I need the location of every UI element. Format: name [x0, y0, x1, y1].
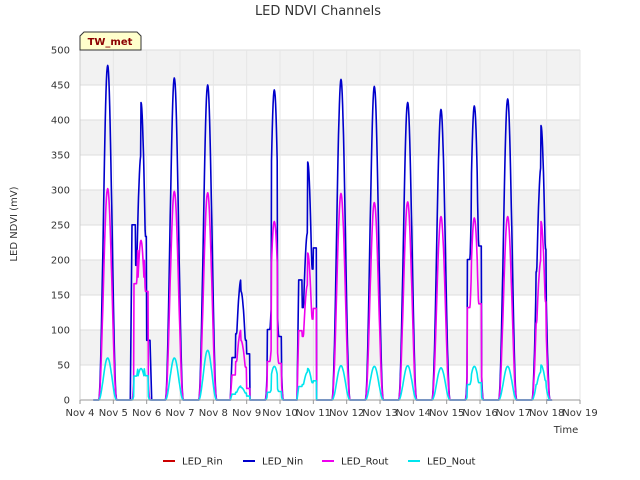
- x-tick-label: Nov 7: [165, 408, 194, 419]
- x-tick-label: Nov 16: [462, 408, 497, 419]
- site-label-box: TW_met: [79, 31, 142, 51]
- y-tick-label: 150: [51, 291, 70, 302]
- x-axis-title: Time: [553, 425, 578, 436]
- legend-label: LED_Rin: [182, 457, 223, 468]
- x-tick-label: Nov 19: [562, 408, 597, 419]
- legend-label: LED_Rout: [341, 457, 389, 468]
- x-tick-label: Nov 5: [99, 408, 128, 419]
- y-tick-label: 300: [51, 186, 70, 197]
- legend-item-led-nout: LED_Nout: [408, 457, 476, 468]
- plot-background-bands: [80, 50, 580, 400]
- x-tick-label: Nov 15: [429, 408, 464, 419]
- axes: [79, 50, 580, 401]
- x-tick-label: Nov 12: [329, 408, 364, 419]
- x-tick-labels: Nov 4 Nov 5 Nov 6 Nov 7 Nov 8 Nov 9 Nov 10Nov …: [65, 400, 598, 419]
- y-tick-label: 100: [51, 326, 70, 337]
- x-tick-label: Nov 10: [262, 408, 297, 419]
- site-label: TW_met: [88, 37, 133, 48]
- plot-band: [80, 190, 580, 225]
- y-tick-label: 450: [51, 81, 70, 92]
- y-tick-label: 350: [51, 151, 70, 162]
- legend-item-led-rin: LED_Rin: [163, 457, 223, 468]
- y-axis-title: LED NDVI (mV): [9, 186, 20, 261]
- y-tick-label: 0: [64, 396, 70, 407]
- legend-label: LED_Nout: [427, 457, 476, 468]
- x-tick-label: Nov 8: [199, 408, 228, 419]
- x-tick-label: Nov 18: [529, 408, 564, 419]
- plot-band: [80, 85, 580, 120]
- plot-band: [80, 225, 580, 260]
- x-tick-label: Nov 6: [132, 408, 161, 419]
- y-tick-label: 400: [51, 116, 70, 127]
- y-tick-labels: 0 50 100 150 200 250 300 350 400 450 500: [51, 46, 70, 407]
- plot-band: [80, 120, 580, 155]
- legend: LED_Rin LED_Nin LED_Rout LED_Nout: [163, 457, 476, 468]
- plot-band: [80, 330, 580, 365]
- plot-band: [80, 155, 580, 190]
- legend-label: LED_Nin: [262, 457, 303, 468]
- legend-item-led-rout: LED_Rout: [322, 457, 389, 468]
- plot-band: [80, 260, 580, 295]
- plot-band: [80, 295, 580, 330]
- legend-item-led-nin: LED_Nin: [243, 457, 303, 468]
- plot-band: [80, 50, 580, 85]
- plot-band: [80, 365, 580, 400]
- x-tick-label: Nov 11: [296, 408, 331, 419]
- x-tick-label: Nov 13: [362, 408, 397, 419]
- y-tick-label: 200: [51, 256, 70, 267]
- y-tick-label: 250: [51, 221, 70, 232]
- y-tick-label: 50: [57, 361, 70, 372]
- y-tick-label: 500: [51, 46, 70, 57]
- chart-title: LED NDVI Channels: [255, 4, 381, 19]
- x-tick-label: Nov 17: [496, 408, 531, 419]
- x-tick-label: Nov 4: [65, 408, 94, 419]
- x-tick-label: Nov 9: [232, 408, 261, 419]
- x-tick-label: Nov 14: [396, 408, 431, 419]
